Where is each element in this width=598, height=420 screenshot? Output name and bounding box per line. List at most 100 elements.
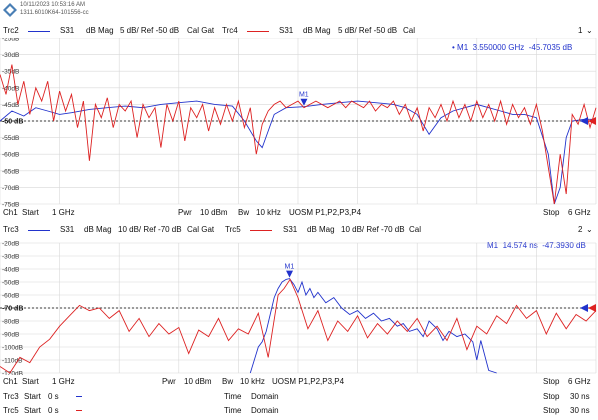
y-tick-label: -25dB	[2, 38, 19, 43]
series-trc5	[0, 278, 597, 374]
time-row-stop[interactable]: 30 ns	[570, 392, 590, 401]
y-tick-label: -120dB	[2, 371, 23, 376]
trace-param: S31	[60, 225, 75, 234]
series-trc3	[249, 278, 497, 374]
pwr-label: Pwr	[178, 208, 192, 217]
y-tick-label: -45dB	[2, 102, 19, 109]
y-tick-label: -80dB	[2, 319, 19, 326]
y-tick-label: -40dB	[2, 85, 19, 92]
trace-format: dB Mag	[84, 225, 112, 234]
chevron-down-icon[interactable]: ⌄	[586, 26, 593, 35]
time-domain-row-trc3: Trc3 Start 0 s Time Domain Stop 30 ns	[0, 391, 598, 402]
y-tick-label: -60dB	[2, 293, 19, 300]
ref-arrow-icon	[588, 117, 596, 125]
time-row-trace[interactable]: Trc3	[3, 392, 19, 401]
marker-stimulus-unit: GHz	[508, 43, 525, 52]
bw-label: Bw	[222, 377, 234, 386]
trace-scale: 5 dB/ Ref -50 dB	[338, 26, 398, 35]
trace-name-trc4[interactable]: Trc4	[222, 26, 238, 35]
y-tick-label: -110dB	[2, 358, 22, 365]
stop-value[interactable]: 6 GHz	[568, 377, 591, 386]
time-row-stop-label: Stop	[543, 392, 560, 401]
diagram2-chart[interactable]: -20dB -30dB -40dB -50dB -60dB -70 dB -80dB -90d…	[0, 237, 598, 375]
marker-stimulus: 14.574	[502, 241, 528, 250]
ref-arrow-icon	[588, 304, 596, 312]
time-row-domain: Domain	[251, 392, 279, 401]
trace-color-swatch	[250, 230, 272, 231]
y-tick-label: -75dB	[2, 202, 19, 209]
y-tick-label: -50dB	[2, 280, 19, 287]
diagram1-channel-line: Ch1 Start 1 GHz Pwr 10 dBm Bw 10 kHz UOS…	[0, 207, 598, 218]
time-row-time-label: Time	[224, 392, 242, 401]
trace-scale: 10 dB/ Ref -70 dB	[118, 225, 182, 234]
y-tick-label: -40dB	[2, 267, 19, 274]
bw-value[interactable]: 10 kHz	[256, 208, 281, 217]
trace-name-trc3[interactable]: Trc3	[3, 225, 19, 234]
ref-level-label: -70 dB	[2, 306, 23, 313]
y-tick-label: -90dB	[2, 332, 19, 339]
trace-color-swatch	[76, 410, 82, 411]
trace-color-swatch	[28, 31, 50, 32]
trace-name-trc2[interactable]: Trc2	[3, 26, 19, 35]
diagram1-trace-line[interactable]: Trc2 S31 dB Mag 5 dB/ Ref -50 dB Cal Gat…	[0, 25, 598, 37]
channel-name[interactable]: Ch1	[3, 377, 18, 386]
y-tick-label: -100dB	[2, 345, 23, 352]
timestamp: 10/11/2023 10:53:16 AM	[20, 2, 85, 8]
y-tick-label: -30dB	[2, 254, 19, 261]
instrument-id: 1311.6010K64-101556-cc	[20, 10, 89, 16]
start-value[interactable]: 1 GHz	[52, 208, 75, 217]
trace-name-trc5[interactable]: Trc5	[225, 225, 241, 234]
trace-cal: Cal	[409, 225, 422, 234]
ref-level-label: -50 dB	[2, 119, 23, 126]
trace-format: dB Mag	[307, 225, 335, 234]
stop-value[interactable]: 6 GHz	[568, 208, 591, 217]
trace-scale: 5 dB/ Ref -50 dB	[120, 26, 180, 35]
marker-name: M1	[487, 241, 499, 250]
y-tick-label: -20dB	[2, 241, 19, 248]
trace-color-swatch	[28, 230, 50, 231]
ref-arrow-icon	[580, 117, 588, 125]
pwr-value[interactable]: 10 dBm	[200, 208, 228, 217]
marker-stimulus: 3.550000	[472, 43, 506, 52]
marker-response-unit: dB	[576, 241, 586, 250]
diagram2-channel-line: Ch1 Start 1 GHz Pwr 10 dBm Bw 10 kHz UOS…	[0, 376, 598, 387]
trace-param: S31	[279, 26, 294, 35]
app-header: 10/11/2023 10:53:16 AM 1311.6010K64-1015…	[0, 0, 598, 22]
time-row-stop[interactable]: 30 ns	[570, 406, 590, 415]
marker-name: M1	[457, 43, 469, 52]
pwr-label: Pwr	[162, 377, 176, 386]
marker-m1-icon[interactable]	[300, 98, 308, 106]
trace-format: dB Mag	[86, 26, 114, 35]
ref-arrow-icon	[580, 304, 588, 312]
start-label: Start	[22, 208, 39, 217]
start-value[interactable]: 1 GHz	[52, 377, 75, 386]
time-row-start[interactable]: 0 s	[48, 392, 59, 401]
marker-m1-icon[interactable]	[286, 270, 294, 278]
y-tick-label: -65dB	[2, 168, 19, 175]
diagram1-chart[interactable]: -25dB-30dB-35dB-40dB-45dB-50 dB-55dB-60d…	[0, 38, 598, 208]
trace-cal: Cal	[403, 26, 416, 35]
trace-param: S31	[60, 26, 75, 35]
time-row-stop-label: Stop	[543, 406, 560, 415]
time-row-start-label: Start	[24, 392, 41, 401]
time-row-start[interactable]: 0 s	[48, 406, 59, 415]
ports: UOSM P1,P2,P3,P4	[272, 377, 345, 386]
diagram-tag[interactable]: 1	[578, 26, 583, 35]
pwr-value[interactable]: 10 dBm	[184, 377, 212, 386]
bw-value[interactable]: 10 kHz	[240, 377, 265, 386]
time-row-trace[interactable]: Trc5	[3, 406, 19, 415]
marker-stimulus-unit: ns	[529, 241, 538, 250]
marker-dot: •	[452, 43, 455, 52]
channel-name[interactable]: Ch1	[3, 208, 18, 217]
diagram-tag[interactable]: 2	[578, 225, 583, 234]
marker-m1-label: M1	[299, 92, 309, 99]
marker-response-unit: dB	[562, 43, 573, 52]
y-tick-label: -60dB	[2, 152, 19, 159]
ports: UOSM P1,P2,P3,P4	[289, 208, 362, 217]
trace-param: S31	[283, 225, 298, 234]
time-row-start-label: Start	[24, 406, 41, 415]
diagram2-trace-line[interactable]: Trc3 S31 dB Mag 10 dB/ Ref -70 dB Cal Ga…	[0, 224, 598, 236]
rohde-schwarz-logo-icon	[3, 3, 17, 17]
chevron-down-icon[interactable]: ⌄	[586, 225, 593, 234]
stop-label: Stop	[543, 208, 560, 217]
